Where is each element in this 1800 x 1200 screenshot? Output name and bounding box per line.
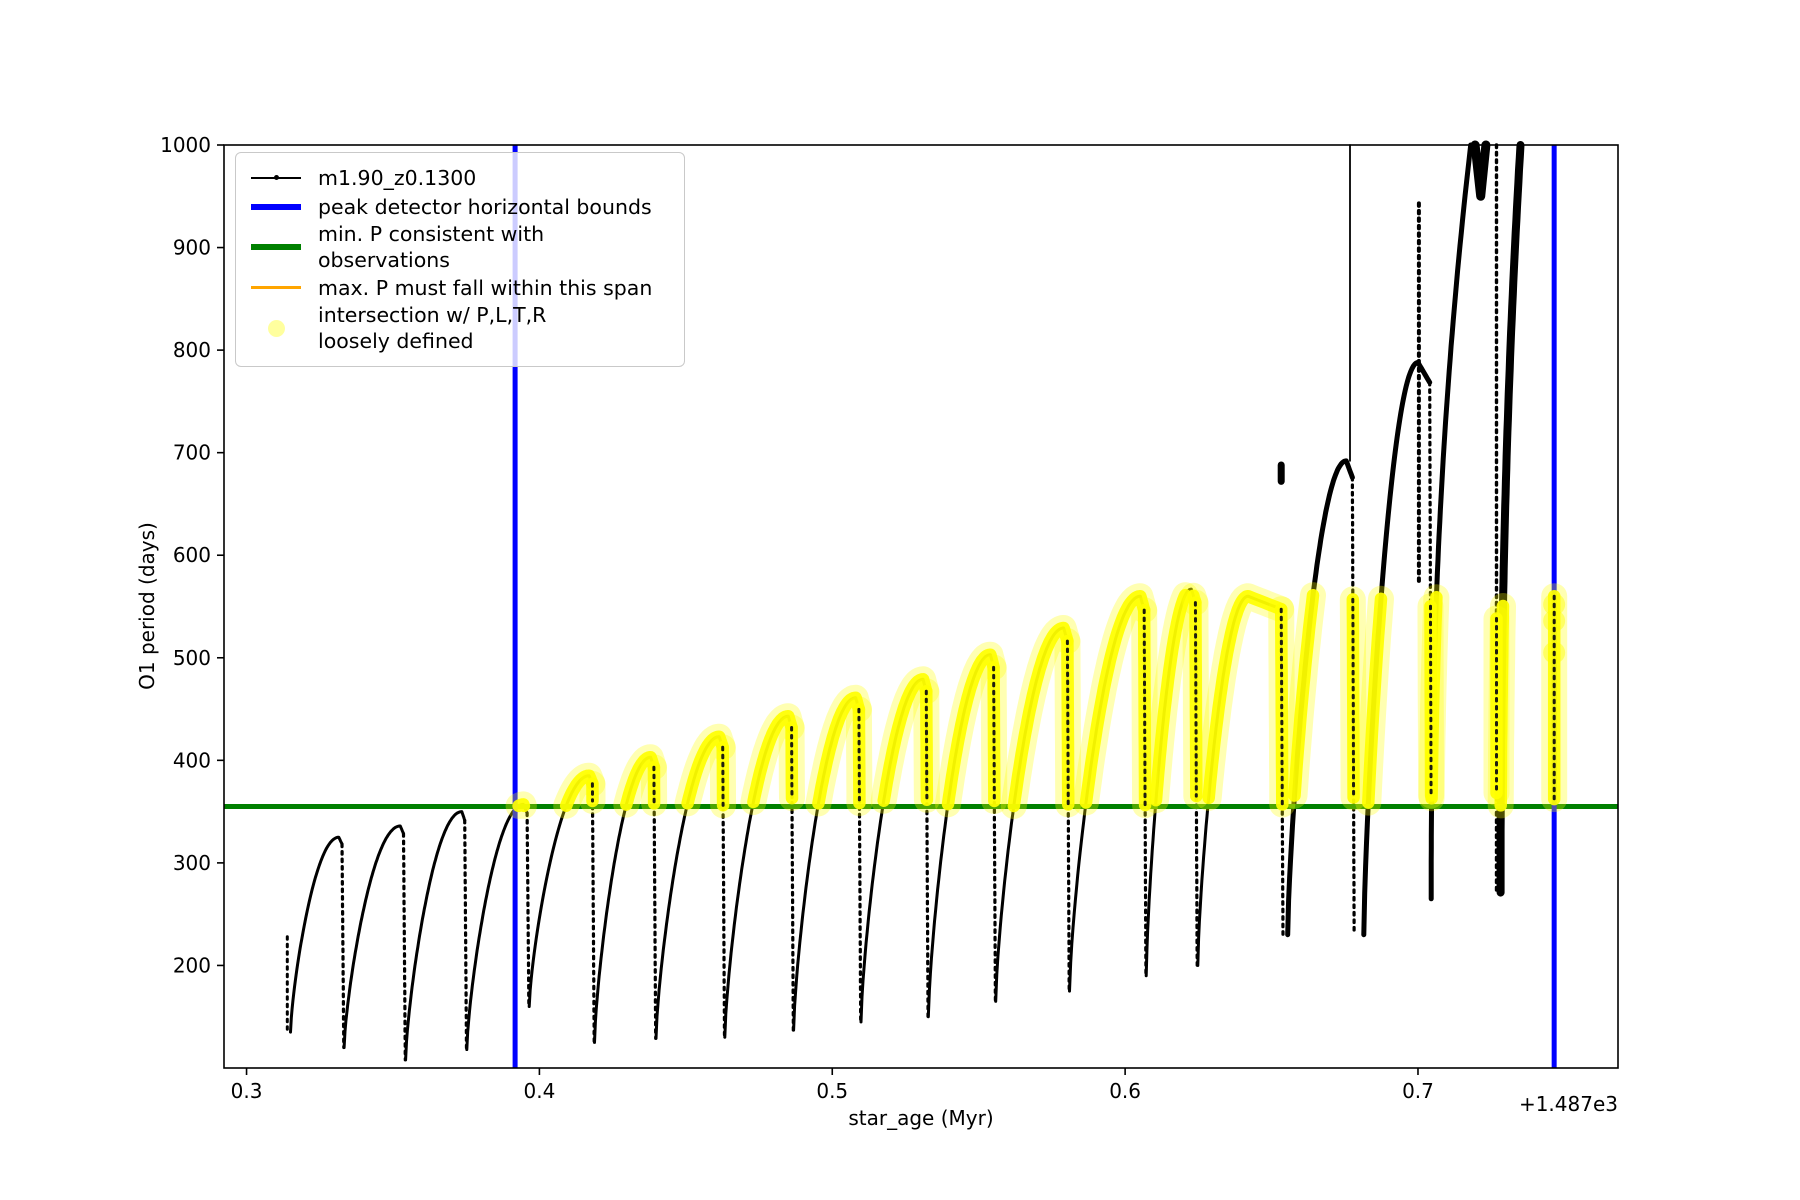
- series-m190-curve: [652, 765, 658, 1040]
- y-axis-label: O1 period (days): [135, 522, 159, 690]
- series-m190-curve: [401, 832, 407, 1062]
- x-axis-offset-label: +1.487e3: [1518, 1092, 1618, 1116]
- series-descent-dots: [992, 665, 996, 803]
- series-m190-curve: [289, 835, 344, 1034]
- intersection-highlight: [1202, 589, 1288, 805]
- series-m190-curve: [340, 842, 346, 1050]
- legend-label-max-p-span: max. P must fall within this span: [318, 275, 653, 300]
- intersection-highlight: [1425, 591, 1443, 805]
- legend-label-min-p: min. P consistent with observations: [318, 222, 545, 272]
- series-m190-curve: [590, 782, 596, 1045]
- intersection-highlight: [620, 751, 661, 811]
- series-descent-dots: [1142, 608, 1147, 807]
- series-descent-dots: [1065, 639, 1070, 806]
- intersection-highlight: [681, 730, 729, 810]
- intersection-highlight: [812, 691, 866, 810]
- series-m190-curve: [1470, 140, 1491, 201]
- series-m190-curve: [404, 810, 467, 1062]
- legend-item-max-p-span: max. P must fall within this span: [250, 273, 668, 302]
- yellow-intersection-marker-icon: [250, 319, 302, 337]
- y-tick-label: 500: [173, 646, 211, 670]
- x-tick-label: 0.5: [816, 1079, 848, 1103]
- intersection-highlight: [941, 648, 1000, 811]
- intersection-highlight: [1288, 588, 1320, 802]
- intersection-highlight: [1362, 592, 1388, 809]
- series-m190-curve: [525, 811, 531, 1009]
- intersection-highlight: [877, 673, 933, 807]
- green-min-line-icon: [250, 244, 302, 250]
- series-descent-dots: [924, 689, 929, 802]
- series-m190-curve: [342, 824, 405, 1049]
- plot-frame: [223, 144, 1619, 1069]
- legend-label-peak-bounds: peak detector horizontal bounds: [318, 194, 652, 219]
- blue-bound-line-icon: [250, 203, 302, 210]
- orange-span-line-icon: [250, 286, 302, 289]
- legend-item-series: m1.90_z0.1300: [250, 163, 668, 192]
- intersection-highlight: [512, 798, 531, 813]
- legend-item-peak-bounds: peak detector horizontal bounds: [250, 192, 668, 221]
- y-tick-label: 900: [173, 236, 211, 260]
- y-tick-label: 1000: [160, 133, 211, 157]
- x-axis-label: star_age (Myr): [848, 1106, 994, 1130]
- y-tick-label: 800: [173, 338, 211, 362]
- x-tick-label: 0.6: [1109, 1079, 1141, 1103]
- series-m190-curve: [1065, 639, 1071, 993]
- series-descent-dots: [1279, 607, 1284, 806]
- legend-item-min-p: min. P consistent with observations: [250, 221, 668, 273]
- series-m190-curve: [463, 818, 469, 1052]
- y-tick-label: 400: [173, 748, 211, 772]
- intersection-highlight: [1079, 589, 1151, 809]
- intersection-highlight: [1149, 588, 1192, 807]
- legend-label-series: m1.90_z0.1300: [318, 165, 477, 190]
- series-descent-dots: [1193, 601, 1198, 798]
- series-m190-curve: [465, 802, 529, 1051]
- series-descent-dots: [857, 707, 861, 805]
- series-descent-dots: [1429, 604, 1433, 797]
- y-tick-label: 300: [173, 851, 211, 875]
- x-tick-label: 0.3: [231, 1079, 263, 1103]
- series-line-icon: [250, 175, 302, 180]
- y-tick-label: 600: [173, 543, 211, 567]
- series-descent-dots: [1351, 597, 1356, 799]
- y-tick-label: 700: [173, 441, 211, 465]
- y-tick-label: 200: [173, 953, 211, 977]
- intersection-highlight: [747, 709, 798, 809]
- series-m190-curve: [789, 725, 795, 1032]
- intersection-highlight: [1007, 621, 1074, 813]
- legend-item-intersection: intersection w/ P,L,T,R loosely defined: [250, 302, 668, 354]
- intersection-highlight: [559, 769, 599, 812]
- legend-label-intersection: intersection w/ P,L,T,R loosely defined: [318, 303, 547, 353]
- x-tick-label: 0.4: [524, 1079, 556, 1103]
- legend: m1.90_z0.1300 peak detector horizontal b…: [235, 152, 685, 367]
- x-tick-label: 0.7: [1402, 1079, 1434, 1103]
